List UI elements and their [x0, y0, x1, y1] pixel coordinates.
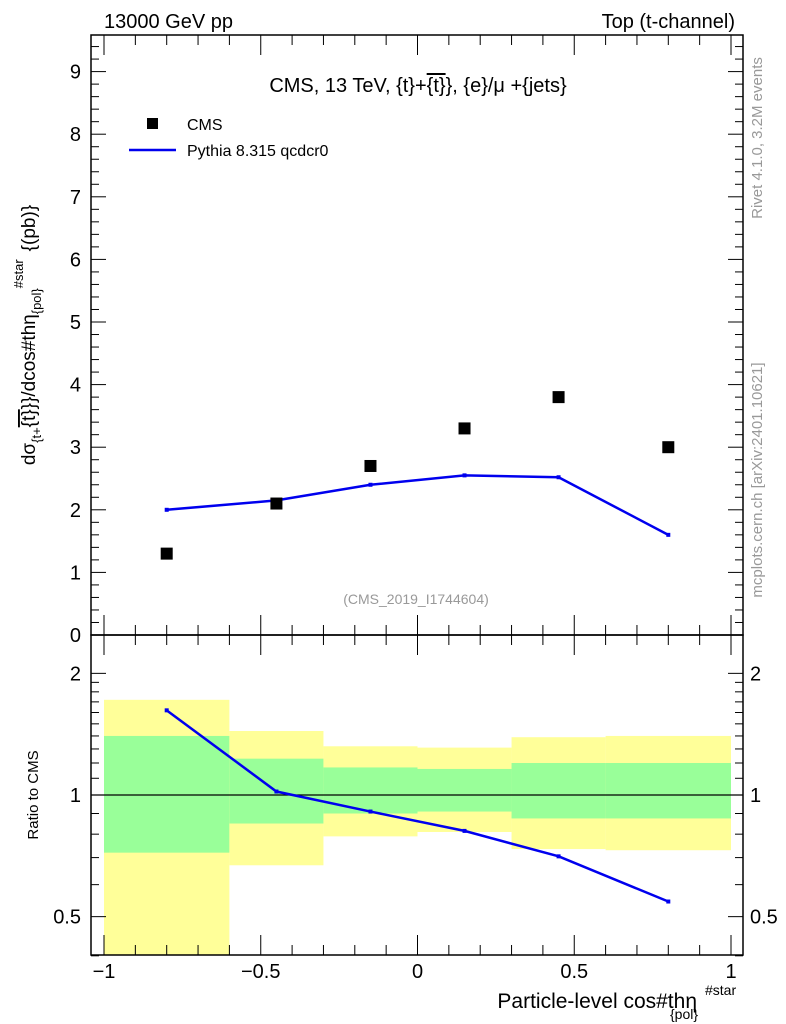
x-tick-labels: −1 −0.5 0 0.5 1 — [93, 961, 737, 983]
ratio-mc-polyline — [165, 709, 669, 903]
x-tick-label: −1 — [93, 961, 116, 983]
x-tick-label: 1 — [725, 961, 736, 983]
ratio-x-ticks — [103, 635, 732, 955]
ratio-y-tick-label-right: 1 — [750, 785, 761, 807]
y-tick-label: 8 — [70, 124, 81, 146]
ratio-y-tick-label-right: 0.5 — [750, 907, 778, 929]
legend-marker-cms — [147, 118, 158, 129]
data-point — [160, 547, 173, 560]
data-point — [662, 441, 675, 454]
y-tick-label: 0 — [70, 625, 81, 647]
legend-label-cms: CMS — [187, 117, 223, 134]
ratio-y-tick-label: 1 — [70, 785, 81, 807]
ratio-mc-point — [666, 899, 671, 904]
mcplots-label: mcplots.cern.ch [arXiv:2401.10621] — [749, 362, 766, 597]
data-point — [270, 497, 283, 510]
y-tick-label: 7 — [70, 187, 81, 209]
analysis-label: (CMS_2019_I1744604) — [343, 591, 489, 607]
x-axis-label-sub: {pol} — [670, 1006, 698, 1022]
ratio-bands — [104, 699, 731, 955]
ratio-mc-point — [556, 854, 561, 859]
data-point — [364, 459, 377, 472]
mc-point — [462, 473, 467, 478]
ratio-green-band — [104, 735, 230, 853]
mc-polyline — [166, 474, 669, 536]
ratio-y-tick-label-right: 2 — [750, 663, 761, 685]
y-tick-label: 3 — [70, 437, 81, 459]
y-tick-label: 5 — [70, 312, 81, 334]
ratio-y-tick-label: 2 — [70, 663, 81, 685]
ratio-mc-point — [164, 708, 169, 713]
ratio-y-axis-label: Ratio to CMS — [25, 750, 42, 839]
y-tick-label: 1 — [70, 562, 81, 584]
ratio-mc-line — [164, 708, 671, 904]
ratio-green-band — [323, 767, 418, 814]
main-panel: 0 1 2 3 4 5 6 7 8 9 CMS, 13 TeV, {t}+{t}}, {e}/μ … — [70, 34, 744, 647]
x-tick-label: 0 — [412, 961, 423, 983]
ratio-green-band — [605, 763, 731, 819]
y-tick-label: 6 — [70, 249, 81, 271]
ratio-panel: 0.5 0.5 1 1 2 2 −1 −0.5 0 0.5 1 — [53, 634, 778, 983]
x-tick-label: −0.5 — [241, 961, 280, 983]
main-y-tick-labels: 0 1 2 3 4 5 6 7 8 9 — [70, 62, 81, 647]
data-points — [160, 391, 675, 560]
ratio-y-ticks — [91, 672, 743, 957]
y-axis-label: dσ{t+{t}}}/dcos#thη{pol}#star{(pb)} — [11, 205, 44, 465]
mc-point — [556, 475, 561, 480]
header-energy: 13000 GeV pp — [104, 11, 233, 33]
data-point — [552, 391, 565, 404]
ratio-green-band — [511, 763, 606, 819]
main-y-ticks — [91, 46, 743, 636]
y-tick-label: 2 — [70, 500, 81, 522]
y-tick-label: 4 — [70, 375, 81, 397]
ratio-mc-point — [274, 789, 279, 794]
ratio-y-tick-labels: 0.5 0.5 1 1 2 2 — [53, 663, 778, 928]
ratio-y-tick-label: 0.5 — [53, 907, 81, 929]
rivet-label: Rivet 4.1.0, 3.2M events — [749, 57, 766, 219]
legend: CMS Pythia 8.315 qcdcr0 — [129, 117, 329, 160]
ratio-green-band — [417, 768, 512, 812]
ratio-mc-point — [368, 809, 373, 814]
data-point — [458, 422, 471, 435]
main-x-ticks — [103, 35, 732, 635]
x-axis-label-sup: #star — [705, 982, 736, 998]
x-axis-label: Particle-level cos#thη — [497, 990, 697, 1013]
y-tick-label: 9 — [70, 62, 81, 84]
mc-point — [164, 507, 169, 512]
mc-point — [368, 482, 373, 487]
plot-title: CMS, 13 TeV, {t}+{t}}, {e}/μ +{jets} — [269, 75, 567, 97]
mc-point — [666, 532, 671, 537]
header-process: Top (t-channel) — [602, 11, 735, 33]
legend-label-pythia: Pythia 8.315 qcdcr0 — [187, 143, 329, 160]
ratio-mc-point — [462, 828, 467, 833]
mc-series-line — [164, 473, 671, 537]
x-tick-label: 0.5 — [560, 961, 588, 983]
